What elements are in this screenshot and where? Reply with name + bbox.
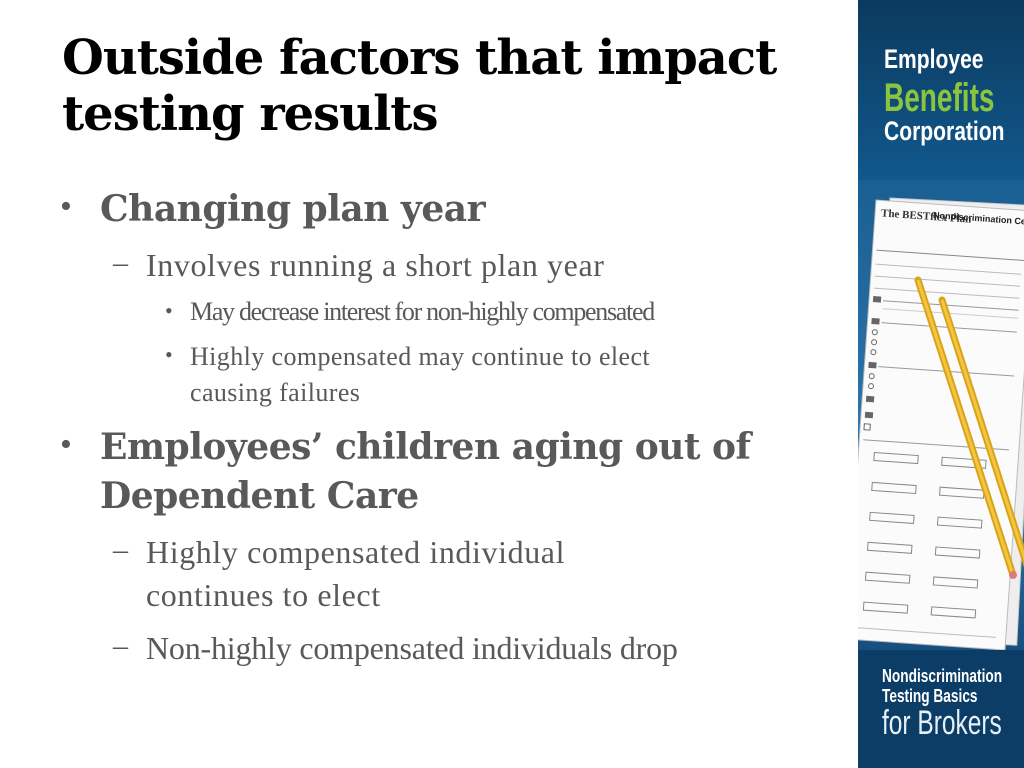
brand-line-benefits: Benefits [884, 76, 995, 120]
brand-line-employee: Employee [884, 44, 984, 74]
sub-bullet-non-highly-drop: Non-highly compensated individuals drop [146, 630, 678, 666]
sub-sub-bullet-decrease-interest: May decrease interest for non-highly com… [190, 297, 655, 326]
course-title-banner: Nondiscrimination Testing Basics for Bro… [858, 650, 1024, 768]
nondiscrimination-form-image: The BESTflex Plan Nondiscrimination Ce [858, 197, 1024, 650]
bullet-marker: • [165, 342, 173, 367]
brand-sidebar: Employee Benefits Corporation The BESTfl… [858, 0, 1024, 768]
dash-marker: – [113, 246, 128, 279]
course-title-line2: Testing Basics [882, 686, 978, 706]
bullet-marker: • [60, 188, 72, 225]
bullet-changing-plan-year: Changing plan year [100, 188, 486, 230]
bullet-children-aging-out-cont: Dependent Care [100, 475, 419, 517]
sub-bullet-short-plan-year: Involves running a short plan year [146, 247, 605, 283]
pencil-image [914, 276, 1024, 579]
sub-sub-bullet-continue-elect: Highly compensated may continue to elect [190, 342, 651, 371]
dash-marker: – [113, 629, 128, 662]
slide-title: Outside factors that impact testing resu… [62, 30, 777, 142]
bullet-list: • Changing plan year – Involves running … [60, 188, 751, 666]
bullet-marker: • [60, 426, 72, 463]
course-title-line1: Nondiscrimination [882, 666, 1003, 686]
sub-bullet-highly-compensated-cont: continues to elect [146, 577, 381, 613]
dash-marker: – [113, 533, 128, 566]
course-title-line3: for Brokers [882, 704, 1002, 742]
bullet-children-aging-out: Employees’ children aging out of [100, 426, 751, 468]
brand-logo: Employee Benefits Corporation [858, 0, 1024, 180]
sub-bullet-highly-compensated: Highly compensated individual [146, 534, 566, 570]
brand-line-corporation: Corporation [884, 116, 1005, 146]
sub-sub-bullet-continue-elect-cont: causing failures [190, 378, 361, 407]
bullet-marker: • [165, 298, 173, 323]
